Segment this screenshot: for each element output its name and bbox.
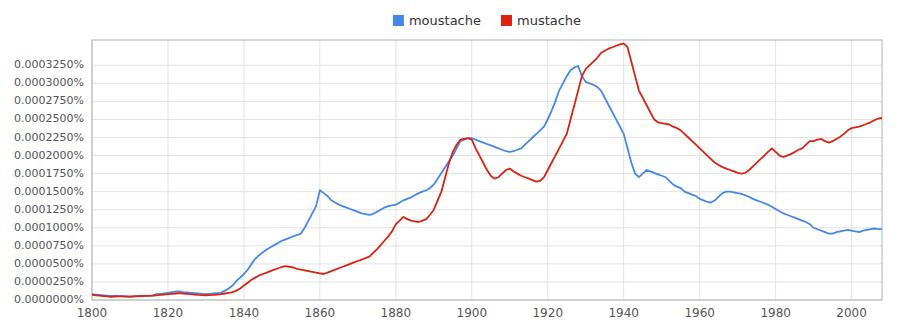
y-tick-label: 0.0003000% (14, 76, 84, 89)
grid-line-y (92, 137, 882, 138)
y-tick-label: 0.0001250% (14, 203, 84, 216)
grid-line-x (471, 40, 472, 300)
grid-line-x (319, 40, 320, 300)
legend-swatch (501, 15, 512, 26)
y-tick-label: 0.0001750% (14, 167, 84, 180)
x-tick-label: 1840 (229, 306, 260, 320)
y-tick-label: 0.0001500% (14, 185, 84, 198)
page: {"chart_data": { "type": "line", "x": [1… (0, 0, 900, 330)
legend-swatch (393, 15, 404, 26)
y-tick-label: 0.0000000% (14, 293, 84, 306)
grid-line-x (167, 40, 168, 300)
x-tick-label: 1920 (532, 306, 563, 320)
grid-line-y (92, 227, 882, 228)
y-tick-label: 0.0002250% (14, 131, 84, 144)
grid-line-x (623, 40, 624, 300)
y-tick-label: 0.0000750% (14, 239, 84, 252)
x-tick-label: 1880 (381, 306, 412, 320)
grid-line-y (92, 119, 882, 120)
grid-line-y (92, 83, 882, 84)
x-tick-label: 1800 (77, 306, 108, 320)
legend: moustache mustache (393, 13, 581, 28)
grid-line-y (92, 263, 882, 264)
grid-line-x (243, 40, 244, 300)
chart: 0.0000000% 0.0000250% 0.0000500% 0.0000750%… (0, 0, 900, 330)
grid-line-x (395, 40, 396, 300)
grid-line-y (92, 191, 882, 192)
grid-line-y (92, 245, 882, 246)
y-tick-label: 0.0000250% (14, 275, 84, 288)
legend-label: mustache (517, 13, 581, 28)
grid (92, 40, 882, 300)
grid-line-y (92, 65, 882, 66)
y-tick-label: 0.0002750% (14, 94, 84, 107)
grid-line-x (851, 40, 852, 300)
grid-line-y (92, 101, 882, 102)
grid-line-x (775, 40, 776, 300)
x-tick-label: 1820 (153, 306, 184, 320)
grid-line-y (92, 209, 882, 210)
plot-frame (92, 40, 882, 300)
legend-label: moustache (409, 13, 481, 28)
x-tick-label: 2000 (836, 306, 867, 320)
grid-line-y (92, 281, 882, 282)
x-axis: 1800 1820 1840 1860 1880 1900 1920 1940 1960 1980… (77, 306, 867, 320)
x-tick-label: 1960 (684, 306, 715, 320)
grid-line-y (92, 173, 882, 174)
y-tick-label: 0.0001000% (14, 221, 84, 234)
y-tick-label: 0.0002500% (14, 112, 84, 125)
x-tick-label: 1900 (457, 306, 488, 320)
y-tick-label: 0.0000500% (14, 257, 84, 270)
grid-line-x (699, 40, 700, 300)
x-tick-label: 1940 (608, 306, 639, 320)
y-tick-label: 0.0003250% (14, 58, 84, 71)
x-tick-label: 1980 (760, 306, 791, 320)
series-line (92, 66, 882, 297)
y-tick-label: 0.0002000% (14, 149, 84, 162)
lines (92, 44, 882, 297)
series-line (92, 44, 882, 297)
x-tick-label: 1860 (305, 306, 336, 320)
y-axis: 0.0000000% 0.0000250% 0.0000500% 0.0000750%… (14, 58, 84, 306)
